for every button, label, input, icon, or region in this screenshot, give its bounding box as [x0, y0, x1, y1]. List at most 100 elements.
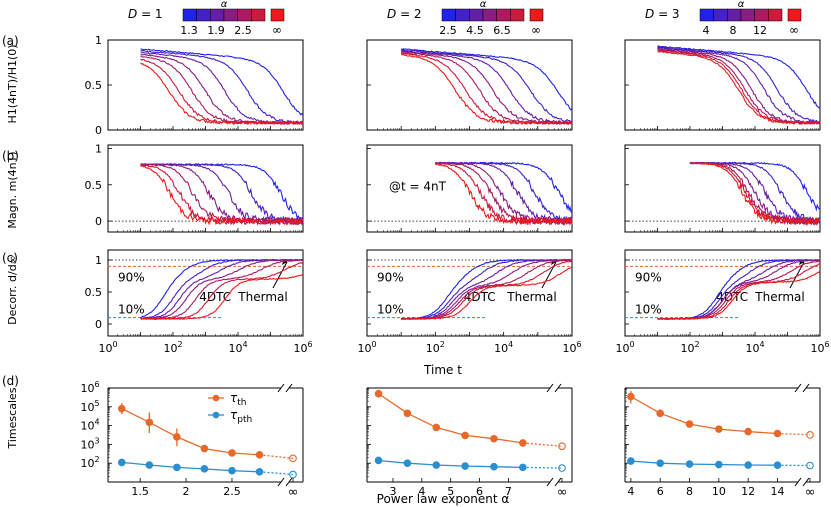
thermal-arrowhead — [282, 259, 287, 265]
tau-th-point — [432, 423, 441, 432]
plots-group: D = 1 α 1.3 1.9 2.5 ∞ D = 2 α 2.5 4.5 6.5 ∞ D = 3 α 4 8… — [80, 0, 829, 500]
axis-break-mark — [277, 383, 285, 393]
tau-pth-point — [773, 461, 782, 470]
colorbar-segment — [251, 8, 266, 22]
tau-th-inf-point — [806, 431, 814, 439]
series-line — [657, 46, 820, 124]
series-line — [140, 163, 304, 227]
series-line — [401, 50, 573, 125]
y-tick-label: 0 — [95, 215, 102, 228]
x-tick-label: 102 — [426, 340, 445, 355]
colorbar-inf-tick: ∞ — [789, 23, 799, 37]
colorbar-segment — [510, 8, 525, 22]
axis-break-mark — [794, 383, 802, 393]
colorbar-segment — [699, 8, 714, 22]
colorbar-inf-segment — [787, 8, 802, 22]
x-tick-label: 100 — [615, 340, 634, 355]
tau-th-point — [228, 449, 236, 457]
colorbar-inf-tick: ∞ — [531, 23, 541, 37]
axis-break-mark — [285, 383, 293, 393]
legend-marker — [212, 394, 220, 402]
x-tick-label-inf: ∞ — [557, 485, 568, 500]
threshold-90-label: 90% — [635, 270, 662, 284]
series-line — [140, 49, 303, 125]
series-line — [140, 258, 304, 320]
y-tick-label: 0 — [95, 124, 102, 137]
x-tick-label: 100 — [98, 340, 117, 355]
x-tick-label: 104 — [494, 340, 513, 355]
x-tick-label: 106 — [810, 340, 829, 355]
tau-pth-point — [685, 460, 694, 468]
tau-th-inf-point — [558, 442, 566, 451]
colorbar-tick: 6.5 — [493, 24, 511, 37]
tau-pth-point — [117, 458, 126, 467]
colorbar-segment — [740, 8, 755, 22]
series-line — [400, 51, 573, 125]
tau-th-point — [773, 429, 782, 438]
axis-break-mark — [802, 383, 810, 393]
tau-th-point — [374, 389, 383, 398]
legend-label: τpth — [230, 408, 252, 425]
tau-pth-point — [228, 466, 236, 475]
tau-pth-point — [374, 456, 383, 465]
threshold-10-label: 10% — [118, 303, 145, 317]
tau-pth-point — [432, 461, 441, 469]
x-tick-label: 14 — [770, 485, 784, 498]
colorbar-tick: 12 — [753, 24, 767, 37]
tau-th-point — [403, 409, 412, 418]
row-label-b: (b) — [2, 149, 19, 163]
tau-th-point — [744, 427, 752, 436]
threshold-90-label: 90% — [377, 270, 404, 284]
tau-pth-point — [255, 467, 264, 476]
colorbar-alpha-label: α — [480, 0, 487, 10]
colorbar-segment — [768, 8, 783, 22]
tau-th-line — [630, 396, 778, 435]
x-tick-label-inf: ∞ — [288, 485, 299, 500]
annotation-thermal: Thermal — [754, 290, 804, 304]
y-tick-label: 1 — [95, 254, 102, 267]
tau-th-point — [685, 420, 694, 428]
colorbar-alpha-label: α — [738, 0, 745, 10]
colorbar-segment — [182, 8, 197, 22]
series-line — [400, 50, 573, 126]
x-tick-label: 4 — [418, 485, 425, 498]
tau-pth-point — [145, 461, 154, 469]
tau-th-point — [656, 409, 664, 418]
colorbar-segment — [441, 8, 456, 22]
x-tick-label: 3 — [389, 485, 396, 498]
ylabel-b: Magn. m(4nT) — [6, 151, 19, 228]
tau-pth-point — [715, 460, 723, 469]
colorbar-segment — [196, 8, 211, 22]
colorbar-segment — [496, 8, 511, 22]
x-tick-label: 2 — [183, 485, 190, 498]
colorbar-alpha-label: α — [221, 0, 228, 10]
tau-th-point — [627, 392, 635, 401]
y-tick-label: 106 — [80, 380, 99, 395]
series-line — [140, 62, 304, 125]
series-line — [657, 47, 821, 125]
series-line — [400, 266, 573, 320]
colorbar-tick: 8 — [730, 24, 737, 37]
x-tick-label: 106 — [562, 340, 581, 355]
series-line — [400, 52, 573, 125]
row-label-a: (a) — [2, 34, 19, 48]
panel-header-D: D = 2 — [387, 7, 422, 21]
tau-pth-point — [656, 459, 664, 468]
x-tick-label: 4 — [627, 485, 634, 498]
tau-th-point — [519, 439, 527, 447]
y-tick-label: 0.5 — [85, 79, 103, 92]
tau-pth-point — [403, 459, 412, 468]
series-line — [689, 161, 820, 226]
tau-pth-inf-point — [806, 461, 814, 470]
x-tick-label: 2.5 — [223, 485, 241, 498]
x-tick-label: 102 — [163, 340, 182, 355]
series-line — [140, 273, 304, 320]
colorbar-inf-segment — [529, 8, 544, 22]
axis-break-mark — [546, 383, 554, 393]
series-line — [435, 161, 573, 213]
colorbar-segment — [237, 8, 252, 22]
thermal-arrow — [272, 261, 288, 289]
tau-th-inf-point — [289, 454, 297, 463]
tau-pth-point — [627, 457, 635, 465]
